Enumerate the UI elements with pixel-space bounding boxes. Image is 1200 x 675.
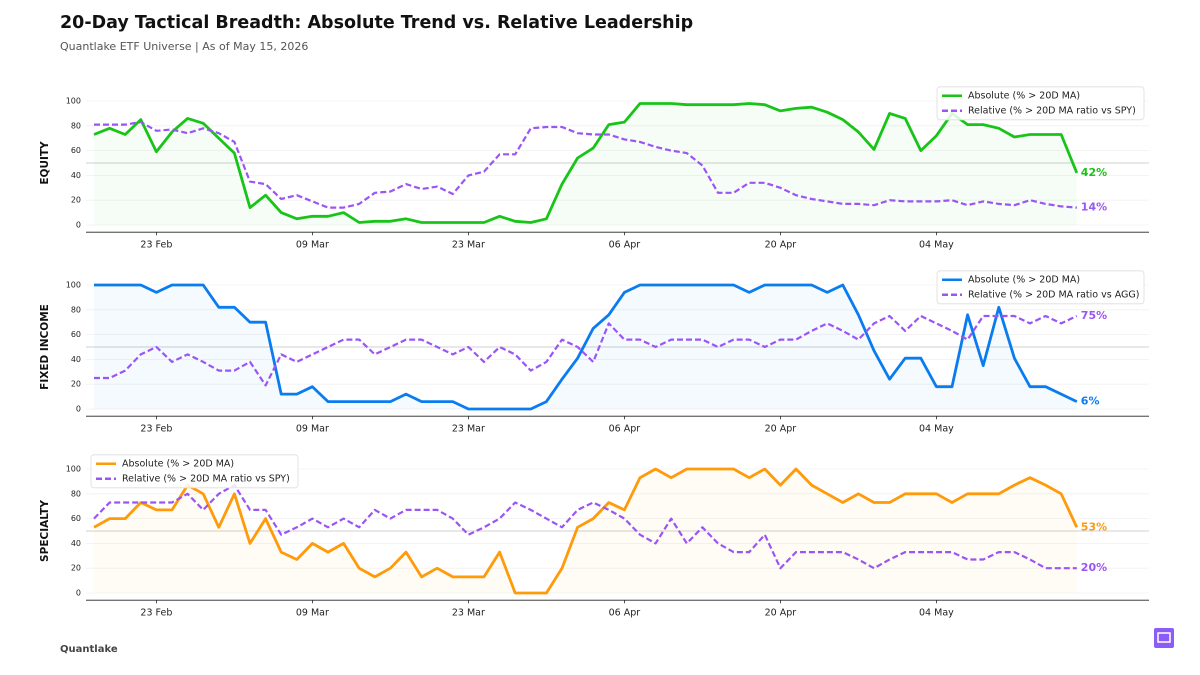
area-fill bbox=[94, 469, 1077, 593]
y-tick-label: 60 bbox=[71, 514, 81, 523]
x-tick-label: 23 Mar bbox=[452, 424, 485, 435]
y-tick-label: 20 bbox=[71, 196, 81, 205]
series-line bbox=[93, 484, 1077, 570]
y-tick-label: 40 bbox=[71, 539, 81, 548]
x-tick-label: 09 Mar bbox=[296, 424, 329, 435]
value-label: 6% bbox=[1081, 395, 1100, 408]
y-axis-label: SPECIALTY bbox=[39, 500, 51, 562]
y-tick-label: 20 bbox=[71, 564, 81, 573]
x-tick-label: 23 Feb bbox=[140, 424, 172, 435]
series-line bbox=[94, 121, 1077, 209]
x-tick-label: 20 Apr bbox=[765, 424, 797, 435]
area-fill bbox=[94, 103, 1077, 225]
footer: Quantlake bbox=[60, 644, 118, 655]
legend: Absolute (% > 20D MA) Relative (% > 20D M… bbox=[936, 270, 1145, 305]
legend: Absolute (% > 20D MA) Relative (% > 20D M… bbox=[90, 454, 299, 489]
chart-subtitle: Quantlake ETF Universe | As of May 15, 2… bbox=[60, 40, 308, 53]
y-tick-label: 100 bbox=[66, 281, 81, 290]
y-tick-label: 40 bbox=[71, 355, 81, 364]
x-tick-label: 06 Apr bbox=[609, 608, 641, 619]
series-line bbox=[93, 467, 1079, 595]
y-tick-label: 60 bbox=[71, 330, 81, 339]
value-label: 20% bbox=[1081, 561, 1107, 574]
x-tick-label: 04 May bbox=[919, 240, 954, 251]
y-tick-label: 100 bbox=[66, 97, 81, 106]
legend-label: Relative (% > 20D MA ratio vs SPY) bbox=[968, 105, 1136, 116]
x-tick-label: 23 Feb bbox=[140, 240, 172, 251]
series-line bbox=[94, 314, 1078, 387]
legend-box bbox=[936, 86, 1145, 121]
legend-box bbox=[936, 270, 1145, 305]
x-tick-label: 04 May bbox=[919, 424, 954, 435]
y-tick-label: 80 bbox=[71, 305, 81, 314]
x-tick-label: 23 Feb bbox=[140, 608, 172, 619]
x-tick-label: 09 Mar bbox=[296, 240, 329, 251]
y-tick-label: 60 bbox=[71, 146, 81, 155]
value-label: 75% bbox=[1081, 309, 1107, 322]
icon bbox=[1154, 628, 1174, 648]
area-fill bbox=[94, 285, 1077, 409]
y-tick-label: 0 bbox=[76, 405, 81, 414]
value-label: 14% bbox=[1081, 201, 1107, 214]
legend-label: Absolute (% > 20D MA) bbox=[122, 458, 234, 469]
legend-label: Absolute (% > 20D MA) bbox=[968, 274, 1080, 285]
series-line bbox=[93, 102, 1079, 224]
y-tick-label: 0 bbox=[76, 221, 81, 230]
x-tick-label: 06 Apr bbox=[609, 240, 641, 251]
y-axis-label: FIXED INCOME bbox=[39, 304, 51, 390]
x-tick-label: 09 Mar bbox=[296, 608, 329, 619]
x-tick-label: 23 Mar bbox=[452, 240, 485, 251]
x-tick-label: 23 Mar bbox=[452, 608, 485, 619]
y-tick-label: 40 bbox=[71, 171, 81, 180]
y-tick-label: 80 bbox=[71, 489, 81, 498]
legend-label: Relative (% > 20D MA ratio vs AGG) bbox=[968, 289, 1139, 300]
value-label: 42% bbox=[1081, 166, 1107, 179]
legend-box bbox=[90, 454, 299, 489]
series-line bbox=[94, 283, 1078, 411]
y-tick-label: 0 bbox=[76, 589, 81, 598]
legend: Absolute (% > 20D MA) Relative (% > 20D M… bbox=[936, 86, 1145, 121]
value-label: 53% bbox=[1081, 520, 1107, 533]
y-tick-label: 20 bbox=[71, 380, 81, 389]
legend-label: Absolute (% > 20D MA) bbox=[968, 90, 1080, 101]
chart-title: 20-Day Tactical Breadth: Absolute Trend … bbox=[60, 13, 693, 33]
y-tick-label: 80 bbox=[71, 121, 81, 130]
x-tick-label: 20 Apr bbox=[765, 608, 797, 619]
x-tick-label: 04 May bbox=[919, 608, 954, 619]
x-tick-label: 20 Apr bbox=[765, 240, 797, 251]
x-tick-label: 06 Apr bbox=[609, 424, 641, 435]
y-axis-label: EQUITY bbox=[39, 141, 51, 185]
legend-label: Relative (% > 20D MA ratio vs SPY) bbox=[122, 473, 290, 484]
y-tick-label: 100 bbox=[66, 465, 81, 474]
